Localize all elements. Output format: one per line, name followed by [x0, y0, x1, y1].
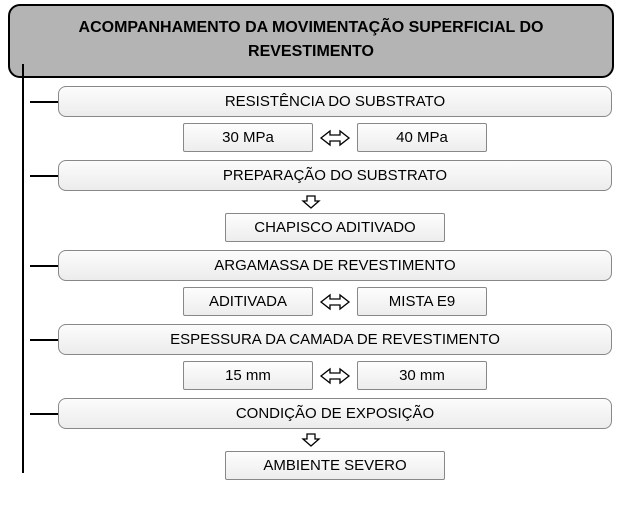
branch-connector	[30, 175, 58, 177]
option-ambiente-severo: AMBIENTE SEVERO	[225, 451, 445, 480]
option-15mm: 15 mm	[183, 361, 313, 390]
down-arrow-icon	[301, 432, 321, 448]
section-label-thickness: ESPESSURA DA CAMADA DE REVESTIMENTO	[58, 324, 612, 355]
down-arrow-icon	[301, 194, 321, 210]
branch-connector	[30, 265, 58, 267]
title-line-2: REVESTIMENTO	[248, 43, 374, 60]
option-aditivada: ADITIVADA	[183, 287, 313, 316]
option-chapisco: CHAPISCO ADITIVADO	[225, 213, 445, 242]
branch-connector	[30, 413, 58, 415]
option-mista-e9: MISTA E9	[357, 287, 487, 316]
section-substrate-strength: RESISTÊNCIA DO SUBSTRATO 30 MPa 40 MPa	[8, 86, 614, 152]
options-substrate-prep: CHAPISCO ADITIVADO	[58, 213, 612, 242]
option-30mpa: 30 MPa	[183, 123, 313, 152]
diagram-root: ACOMPANHAMENTO DA MOVIMENTAÇÃO SUPERFICI…	[0, 0, 622, 513]
options-thickness: 15 mm 30 mm	[58, 361, 612, 390]
bi-arrow-icon	[317, 365, 353, 387]
section-label-exposure: CONDIÇÃO DE EXPOSIÇÃO	[58, 398, 612, 429]
section-thickness: ESPESSURA DA CAMADA DE REVESTIMENTO 15 m…	[8, 324, 614, 390]
section-exposure: CONDIÇÃO DE EXPOSIÇÃO AMBIENTE SEVERO	[8, 398, 614, 480]
option-40mpa: 40 MPa	[357, 123, 487, 152]
diagram-title: ACOMPANHAMENTO DA MOVIMENTAÇÃO SUPERFICI…	[8, 4, 614, 78]
options-exposure: AMBIENTE SEVERO	[58, 451, 612, 480]
section-label-substrate-strength: RESISTÊNCIA DO SUBSTRATO	[58, 86, 612, 117]
option-30mm: 30 mm	[357, 361, 487, 390]
bi-arrow-icon	[317, 127, 353, 149]
section-label-mortar: ARGAMASSA DE REVESTIMENTO	[58, 250, 612, 281]
options-substrate-strength: 30 MPa 40 MPa	[58, 123, 612, 152]
branch-connector	[30, 101, 58, 103]
section-label-substrate-prep: PREPARAÇÃO DO SUBSTRATO	[58, 160, 612, 191]
options-mortar: ADITIVADA MISTA E9	[58, 287, 612, 316]
section-mortar: ARGAMASSA DE REVESTIMENTO ADITIVADA MIST…	[8, 250, 614, 316]
branch-connector	[30, 339, 58, 341]
title-line-1: ACOMPANHAMENTO DA MOVIMENTAÇÃO SUPERFICI…	[79, 19, 544, 36]
section-substrate-prep: PREPARAÇÃO DO SUBSTRATO CHAPISCO ADITIVA…	[8, 160, 614, 242]
bi-arrow-icon	[317, 291, 353, 313]
